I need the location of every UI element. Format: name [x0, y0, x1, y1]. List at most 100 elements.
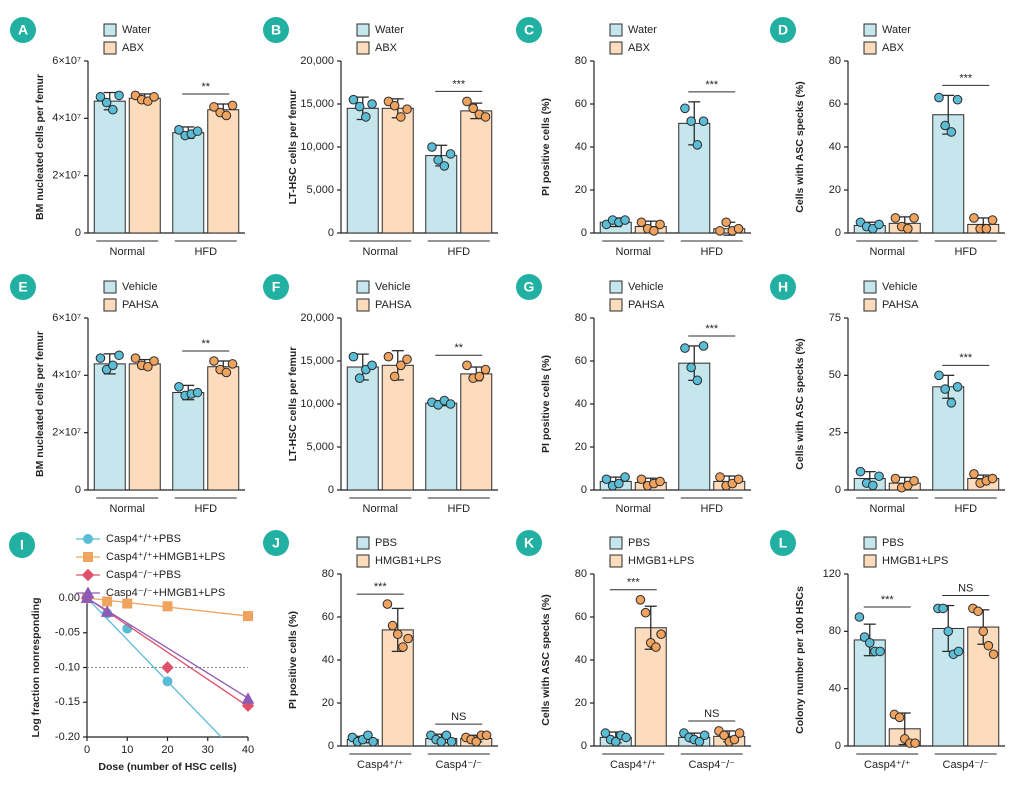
data-point: [864, 638, 875, 648]
x-tick-label: HFD: [194, 503, 217, 515]
panel-badge: [516, 17, 542, 43]
bar: [128, 97, 161, 234]
y-axis-label: BM nucleated cells per femur: [34, 74, 46, 220]
x-tick-label: HFD: [700, 503, 723, 515]
panel-label: J: [272, 535, 280, 551]
legend-label: Vehicle: [122, 281, 157, 293]
y-tick-label: 0: [328, 740, 334, 752]
y-tick-label: 10,000: [300, 141, 334, 153]
data-point: [934, 92, 944, 103]
legend-label: Water: [882, 24, 911, 36]
y-tick-label: 40: [829, 683, 841, 695]
data-point: [983, 640, 994, 651]
legend-label: PAHSA: [122, 299, 159, 311]
panel-badge: [770, 530, 796, 556]
bar: [128, 363, 161, 491]
marker: [122, 598, 133, 609]
legend-swatch: [609, 554, 623, 568]
y-tick-label: 6×10⁷: [52, 55, 81, 67]
y-axis-label: PI positive cells (%): [287, 611, 299, 709]
data-point: [988, 649, 999, 660]
panel-label: G: [524, 279, 535, 295]
y-tick-label: 20,000: [300, 312, 334, 324]
data-point: [940, 384, 950, 394]
data-point: [108, 360, 118, 371]
data-point: [952, 94, 963, 105]
legend-label: PAHSA: [375, 299, 412, 311]
data-point: [348, 351, 359, 362]
data-point: [978, 626, 989, 637]
legend-label: ABX: [375, 42, 398, 54]
data-point: [436, 736, 447, 747]
data-point: [943, 626, 954, 637]
data-point: [874, 471, 884, 482]
data-point: [221, 110, 232, 121]
y-tick-label: 20: [322, 697, 334, 709]
data-point: [719, 730, 729, 741]
data-point: [149, 356, 159, 366]
legend-label: Vehicle: [375, 281, 410, 293]
data-point: [946, 398, 957, 408]
legend-label: Vehicle: [628, 281, 663, 293]
data-point: [468, 103, 478, 114]
x-tick-label: Casp4⁺/⁺: [610, 759, 657, 771]
y-tick-label: 0: [835, 740, 841, 752]
panel-badge: [10, 274, 36, 300]
data-point: [946, 127, 957, 137]
y-tick-label: -0.05: [55, 627, 80, 639]
data-point: [101, 97, 112, 108]
data-point: [610, 736, 621, 747]
legend-swatch: [609, 280, 623, 294]
y-axis-label: Colony number per 100 HSCs: [794, 586, 806, 734]
panel-badge: [516, 274, 542, 300]
x-tick-label: Normal: [110, 503, 145, 515]
x-tick-label: Normal: [363, 246, 398, 258]
legend-label: PBS: [375, 537, 397, 549]
data-point: [427, 142, 437, 152]
data-point: [614, 478, 624, 489]
legend-swatch: [356, 536, 370, 550]
data-point: [441, 730, 452, 741]
data-point: [108, 104, 118, 115]
x-tick-label: Casp4⁻/⁻: [943, 759, 990, 771]
legend-swatch: [609, 536, 623, 550]
y-tick-label: 15,000: [300, 355, 334, 367]
y-tick-label: 20: [829, 184, 841, 196]
marker: [243, 611, 253, 622]
data-point: [474, 371, 485, 382]
panel-label: D: [778, 22, 788, 38]
data-point: [640, 607, 651, 618]
data-point: [854, 612, 865, 622]
panel: F LT-HSC cells per femur 0 5,000 10,000 15,00…: [263, 274, 498, 515]
panel: K Cells with ASC specks (%) 0 20 40 60 80 PBS HM…: [516, 530, 751, 771]
y-tick-label: 2×10⁷: [52, 427, 81, 439]
y-tick-label: 0: [581, 484, 587, 496]
legend-label: ABX: [122, 42, 145, 54]
data-point: [894, 712, 905, 723]
data-point: [361, 112, 371, 122]
data-point: [910, 738, 920, 748]
panel-label: I: [20, 537, 24, 553]
y-tick-label: 0: [75, 227, 81, 239]
significance-label: **: [454, 342, 463, 354]
y-tick-label: 40: [829, 141, 841, 153]
panel-label: L: [779, 535, 788, 551]
data-point: [620, 472, 630, 482]
x-tick-label: Normal: [870, 503, 905, 515]
data-point: [694, 736, 705, 747]
data-point: [209, 356, 219, 366]
y-axis-label: BM nucleated cells per femur: [34, 331, 46, 477]
panel-label: A: [18, 22, 28, 38]
data-point: [462, 96, 472, 107]
marker: [80, 591, 94, 603]
legend-swatch: [103, 23, 117, 37]
y-tick-label: 40: [575, 141, 587, 153]
y-axis-label: Cells with ASC specks (%): [794, 338, 806, 469]
data-point: [734, 728, 745, 738]
legend-swatch: [356, 23, 370, 37]
bar: [93, 100, 126, 234]
data-point: [909, 476, 919, 486]
data-point: [382, 599, 393, 609]
data-point: [227, 100, 238, 111]
panel-label: H: [778, 279, 788, 295]
